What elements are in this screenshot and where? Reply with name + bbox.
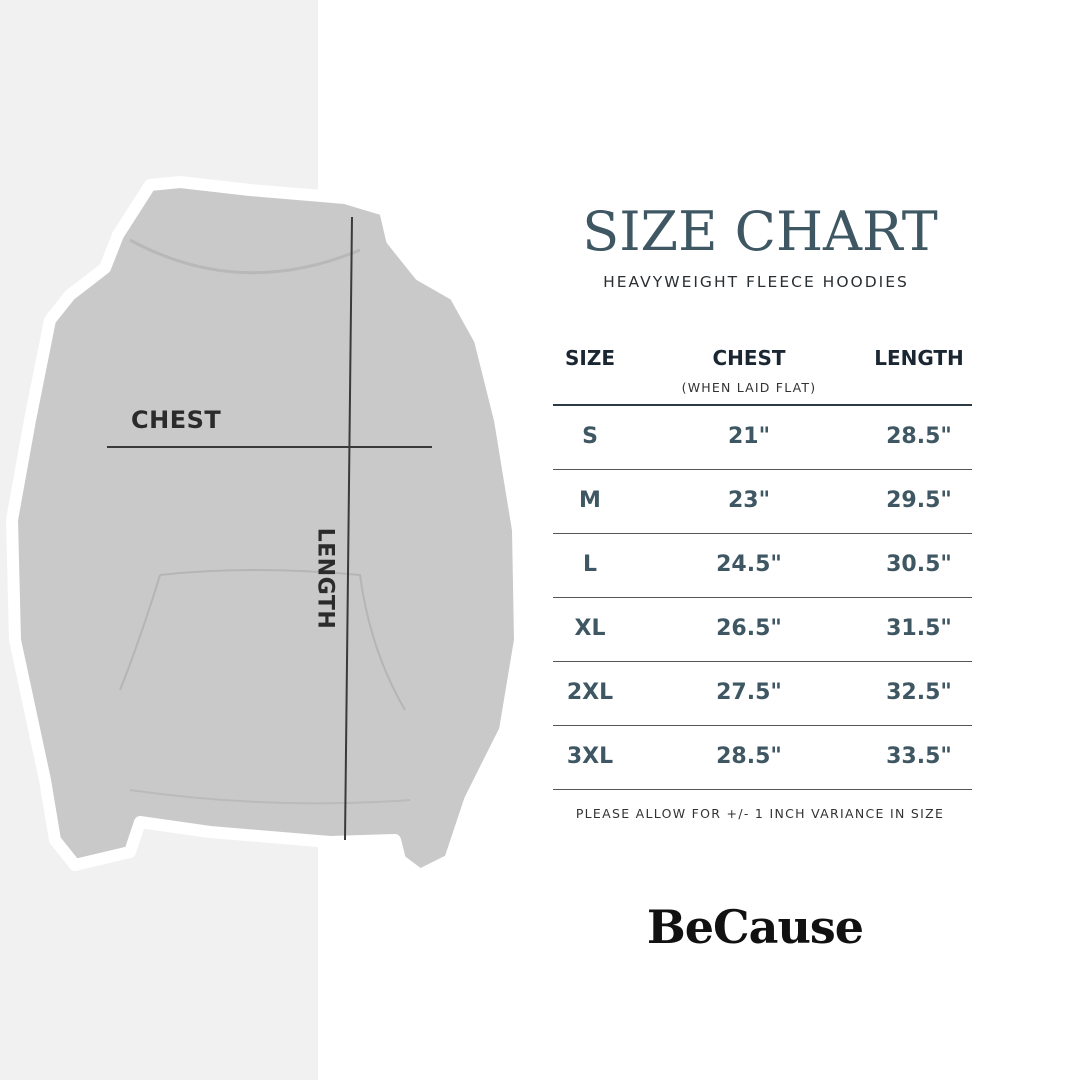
table-row: XL 26.5" 31.5" xyxy=(553,598,972,662)
cell-length: 30.5" xyxy=(886,552,952,577)
cell-chest: 23" xyxy=(727,488,771,513)
length-measure-line xyxy=(344,216,353,841)
table-row: S 21" 28.5" xyxy=(553,406,972,470)
page-title: SIZE CHART xyxy=(582,200,938,263)
cell-length: 29.5" xyxy=(886,488,952,513)
cell-chest: 24.5" xyxy=(716,552,782,577)
size-table: SIZE CHEST (WHEN LAID FLAT) LENGTH S 21" 2… xyxy=(553,340,972,790)
cell-length: 31.5" xyxy=(886,616,952,641)
brand-logo: BeCause xyxy=(646,900,864,954)
cell-length: 32.5" xyxy=(886,680,952,705)
column-header-chest-note: (WHEN LAID FLAT) xyxy=(681,380,817,395)
chest-label: CHEST xyxy=(131,406,222,434)
cell-chest: 21" xyxy=(727,424,771,449)
table-row: 3XL 28.5" 33.5" xyxy=(553,726,972,790)
hoodie-outline xyxy=(6,176,526,881)
cell-length: 33.5" xyxy=(886,744,952,769)
page-subtitle: HEAVYWEIGHT FLEECE HOODIES xyxy=(603,273,909,291)
cell-chest: 28.5" xyxy=(716,744,782,769)
length-label: LENGTH xyxy=(312,527,338,630)
table-row: L 24.5" 30.5" xyxy=(553,534,972,598)
cell-chest: 27.5" xyxy=(716,680,782,705)
cell-size: 3XL xyxy=(566,744,614,769)
table-row: M 23" 29.5" xyxy=(553,470,972,534)
hoodie-image xyxy=(6,176,526,881)
cell-size: XL xyxy=(574,616,606,641)
cell-size: S xyxy=(582,424,598,449)
column-header-size: SIZE xyxy=(564,346,616,370)
cell-size: 2XL xyxy=(566,680,614,705)
cell-size: M xyxy=(579,488,601,513)
table-header: SIZE CHEST (WHEN LAID FLAT) LENGTH xyxy=(553,340,972,406)
table-row: 2XL 27.5" 32.5" xyxy=(553,662,972,726)
column-header-length: LENGTH xyxy=(874,346,964,370)
column-header-chest: CHEST xyxy=(712,346,786,370)
variance-footnote: PLEASE ALLOW FOR +/- 1 INCH VARIANCE IN … xyxy=(575,806,945,821)
cell-chest: 26.5" xyxy=(716,616,782,641)
cell-size: L xyxy=(582,552,598,577)
cell-length: 28.5" xyxy=(886,424,952,449)
